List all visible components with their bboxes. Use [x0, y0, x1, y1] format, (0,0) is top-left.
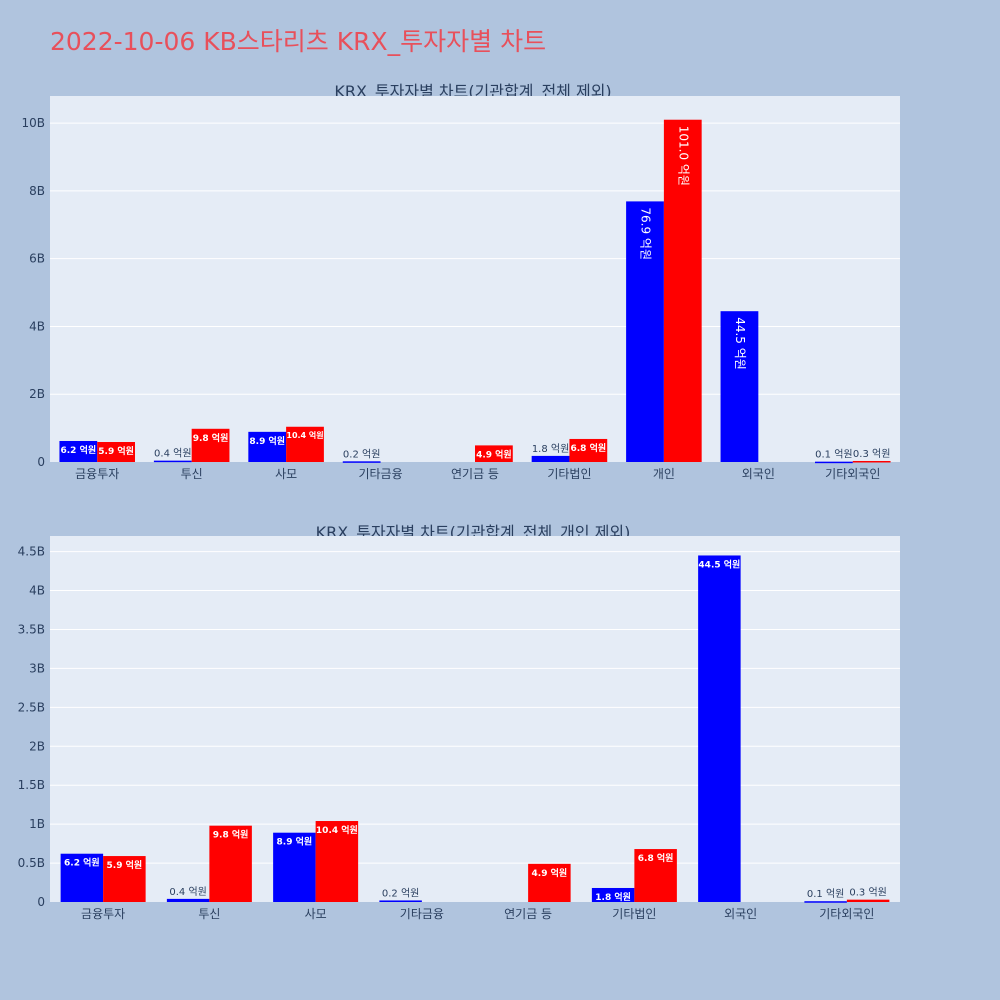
bar	[97, 442, 135, 462]
data-label: 44.5 억원	[733, 317, 747, 370]
data-label: 10.4 억원	[316, 824, 358, 836]
bar	[209, 825, 252, 902]
y-tick-label: 2B	[29, 387, 45, 401]
data-label: 101.0 억원	[676, 126, 690, 186]
data-label: 4.9 억원	[476, 448, 512, 460]
bar	[569, 438, 608, 462]
data-label: 6.8 억원	[638, 852, 674, 864]
data-label: 8.9 억원	[249, 435, 285, 447]
bar	[531, 455, 570, 462]
data-label: 5.9 억원	[98, 445, 134, 457]
bar	[153, 460, 192, 463]
data-label: 0.1 억원	[807, 888, 844, 900]
data-label: 44.5 억원	[698, 558, 740, 570]
data-label: 9.8 억원	[213, 829, 249, 841]
y-tick-label: 0	[37, 895, 45, 909]
y-tick-label: 2.5B	[18, 700, 45, 714]
page-title: 2022-10-06 KB스타리츠 KRX_투자자별 차트	[50, 27, 547, 56]
plot-area	[50, 536, 900, 902]
bar	[166, 898, 210, 902]
bar	[634, 849, 677, 902]
x-tick-label: 기타외국인	[819, 907, 874, 921]
data-label: 4.9 억원	[532, 867, 568, 879]
data-label: 76.9 억원	[639, 207, 653, 260]
x-tick-label: 기타외국인	[825, 467, 880, 481]
bar	[60, 853, 104, 902]
data-label: 8.9 억원	[277, 836, 313, 848]
data-label: 0.2 억원	[382, 887, 419, 899]
data-label: 5.9 억원	[107, 859, 143, 871]
x-tick-label: 금융투자	[75, 467, 119, 481]
bar	[663, 119, 702, 462]
bar	[815, 461, 853, 464]
data-label: 9.8 억원	[193, 432, 229, 444]
data-label: 6.8 억원	[571, 442, 607, 454]
data-label: 6.2 억원	[61, 444, 97, 456]
y-tick-label: 1B	[29, 817, 45, 831]
bar	[379, 900, 422, 902]
data-label: 1.8 억원	[532, 443, 569, 455]
bar	[852, 460, 891, 463]
bar	[698, 555, 741, 902]
y-tick-label: 3B	[29, 661, 45, 675]
y-tick-label: 10B	[21, 116, 45, 130]
data-label: 0.2 억원	[343, 448, 380, 460]
y-tick-label: 4.5B	[18, 545, 45, 559]
data-label: 0.3 억원	[849, 887, 886, 899]
x-tick-label: 투신	[198, 907, 220, 921]
y-tick-label: 0	[37, 455, 45, 469]
y-tick-label: 0.5B	[18, 856, 45, 870]
x-tick-label: 연기금 등	[451, 467, 499, 481]
plot-area	[50, 96, 900, 462]
x-tick-label: 외국인	[742, 467, 775, 481]
x-tick-label: 기타법인	[547, 467, 591, 481]
bar	[342, 461, 381, 463]
x-tick-label: 기타금융	[400, 907, 444, 921]
bar	[475, 445, 513, 462]
bar	[191, 428, 230, 462]
data-label: 10.4 억원	[286, 430, 323, 440]
x-tick-label: 연기금 등	[504, 907, 552, 921]
chart-panel-excl-individual: KRX_투자자별 차트(기관합계_전체_개인 제외) 0 0.5B 1B 1.5B 2B…	[0, 500, 1000, 940]
bar	[273, 832, 316, 902]
bar	[626, 201, 664, 462]
y-tick-label: 4B	[29, 319, 45, 333]
bar	[591, 887, 635, 902]
data-label: 0.4 억원	[169, 886, 206, 898]
x-tick-label: 개인	[653, 467, 675, 481]
x-tick-label: 외국인	[724, 907, 757, 921]
y-tick-label: 2B	[29, 739, 45, 753]
bar	[248, 431, 287, 462]
bar	[103, 856, 146, 902]
bar	[315, 821, 359, 902]
bar	[846, 899, 890, 902]
data-label: 0.1 억원	[815, 449, 852, 461]
x-tick-label: 금융투자	[81, 907, 125, 921]
y-tick-label: 8B	[29, 184, 45, 198]
y-tick-label: 6B	[29, 252, 45, 266]
x-tick-label: 사모	[305, 907, 327, 921]
chart-panel-all: KRX_투자자별 차트(기관합계_전체 제외) 0 2B 4B 6B 8B 10B 6.2 …	[0, 60, 1000, 500]
x-tick-label: 기타금융	[358, 467, 402, 481]
bar	[804, 901, 847, 903]
data-label: 6.2 억원	[64, 857, 100, 869]
y-tick-label: 1.5B	[18, 778, 45, 792]
x-tick-label: 사모	[275, 467, 297, 481]
x-tick-label: 투신	[181, 467, 203, 481]
y-tick-label: 4B	[29, 584, 45, 598]
bar	[286, 426, 324, 462]
data-label: 1.8 억원	[595, 891, 631, 903]
bar	[528, 863, 571, 902]
x-tick-label: 기타법인	[612, 907, 656, 921]
data-label: 0.4 억원	[154, 448, 191, 460]
bar-chart-excl-individual: 0 0.5B 1B 1.5B 2B 2.5B 3B 3.5B 4B 4.5B 6.2 억원 5.9 억…	[18, 536, 900, 921]
bar	[59, 440, 98, 462]
y-tick-label: 3.5B	[18, 622, 45, 636]
data-label: 0.3 억원	[853, 448, 890, 460]
bar	[720, 311, 759, 462]
